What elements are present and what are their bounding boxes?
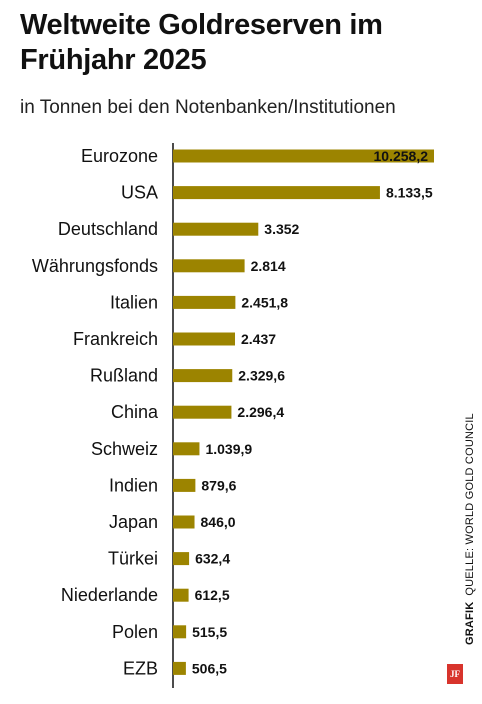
- bar: [173, 295, 236, 309]
- category-label: USA: [121, 183, 158, 203]
- category-label: Rußland: [90, 366, 158, 386]
- value-label: 612,5: [195, 587, 230, 603]
- category-label: Währungsfonds: [32, 256, 158, 276]
- value-label: 2.814: [251, 258, 286, 274]
- bar: [173, 222, 259, 236]
- grafik-label: GRAFIK: [464, 601, 476, 645]
- category-label: Türkei: [108, 549, 158, 569]
- value-label: 8.133,5: [386, 185, 433, 201]
- source-credit: GRAFIK QUELLE: WORLD GOLD COUNCIL: [448, 413, 476, 660]
- source-label: QUELLE: WORLD GOLD COUNCIL: [464, 413, 476, 596]
- category-label: Frankreich: [73, 329, 158, 349]
- bar: [173, 259, 245, 273]
- value-label: 2.296,4: [237, 404, 284, 420]
- value-label: 3.352: [264, 221, 299, 237]
- value-label: 1.039,9: [205, 441, 252, 457]
- bar: [173, 369, 233, 383]
- value-label: 2.437: [241, 331, 276, 347]
- bar: [173, 625, 187, 639]
- bar: [173, 478, 196, 492]
- category-label: EZB: [123, 658, 158, 678]
- value-label: 506,5: [192, 660, 227, 676]
- value-label: 2.329,6: [238, 368, 285, 384]
- chart-title: Weltweite Goldreserven im Frühjahr 2025: [20, 9, 383, 76]
- category-label: Deutschland: [58, 219, 158, 239]
- bar: [173, 515, 195, 529]
- category-label: Niederlande: [61, 585, 158, 605]
- value-label: 10.258,2: [374, 148, 429, 164]
- value-label: 2.451,8: [241, 294, 288, 310]
- bar: [173, 661, 186, 675]
- publisher-logo: JF: [447, 664, 463, 684]
- bar: [173, 186, 380, 200]
- value-label: 515,5: [192, 624, 227, 640]
- value-label: 632,4: [195, 551, 230, 567]
- bar: [173, 332, 236, 346]
- bar: [173, 405, 232, 419]
- category-label: Schweiz: [91, 439, 158, 459]
- bar: [173, 149, 434, 163]
- category-label: Japan: [109, 512, 158, 532]
- category-label: China: [111, 402, 159, 422]
- bar: [173, 588, 189, 602]
- value-label: 879,6: [201, 477, 236, 493]
- value-label: 846,0: [201, 514, 236, 530]
- category-label: Eurozone: [81, 146, 158, 166]
- category-label: Italien: [110, 292, 158, 312]
- bar: [173, 552, 190, 566]
- category-label: Indien: [109, 475, 158, 495]
- bar: [173, 442, 200, 456]
- chart-subtitle: in Tonnen bei den Notenbanken/Institutio…: [20, 97, 396, 118]
- category-label: Polen: [112, 622, 158, 642]
